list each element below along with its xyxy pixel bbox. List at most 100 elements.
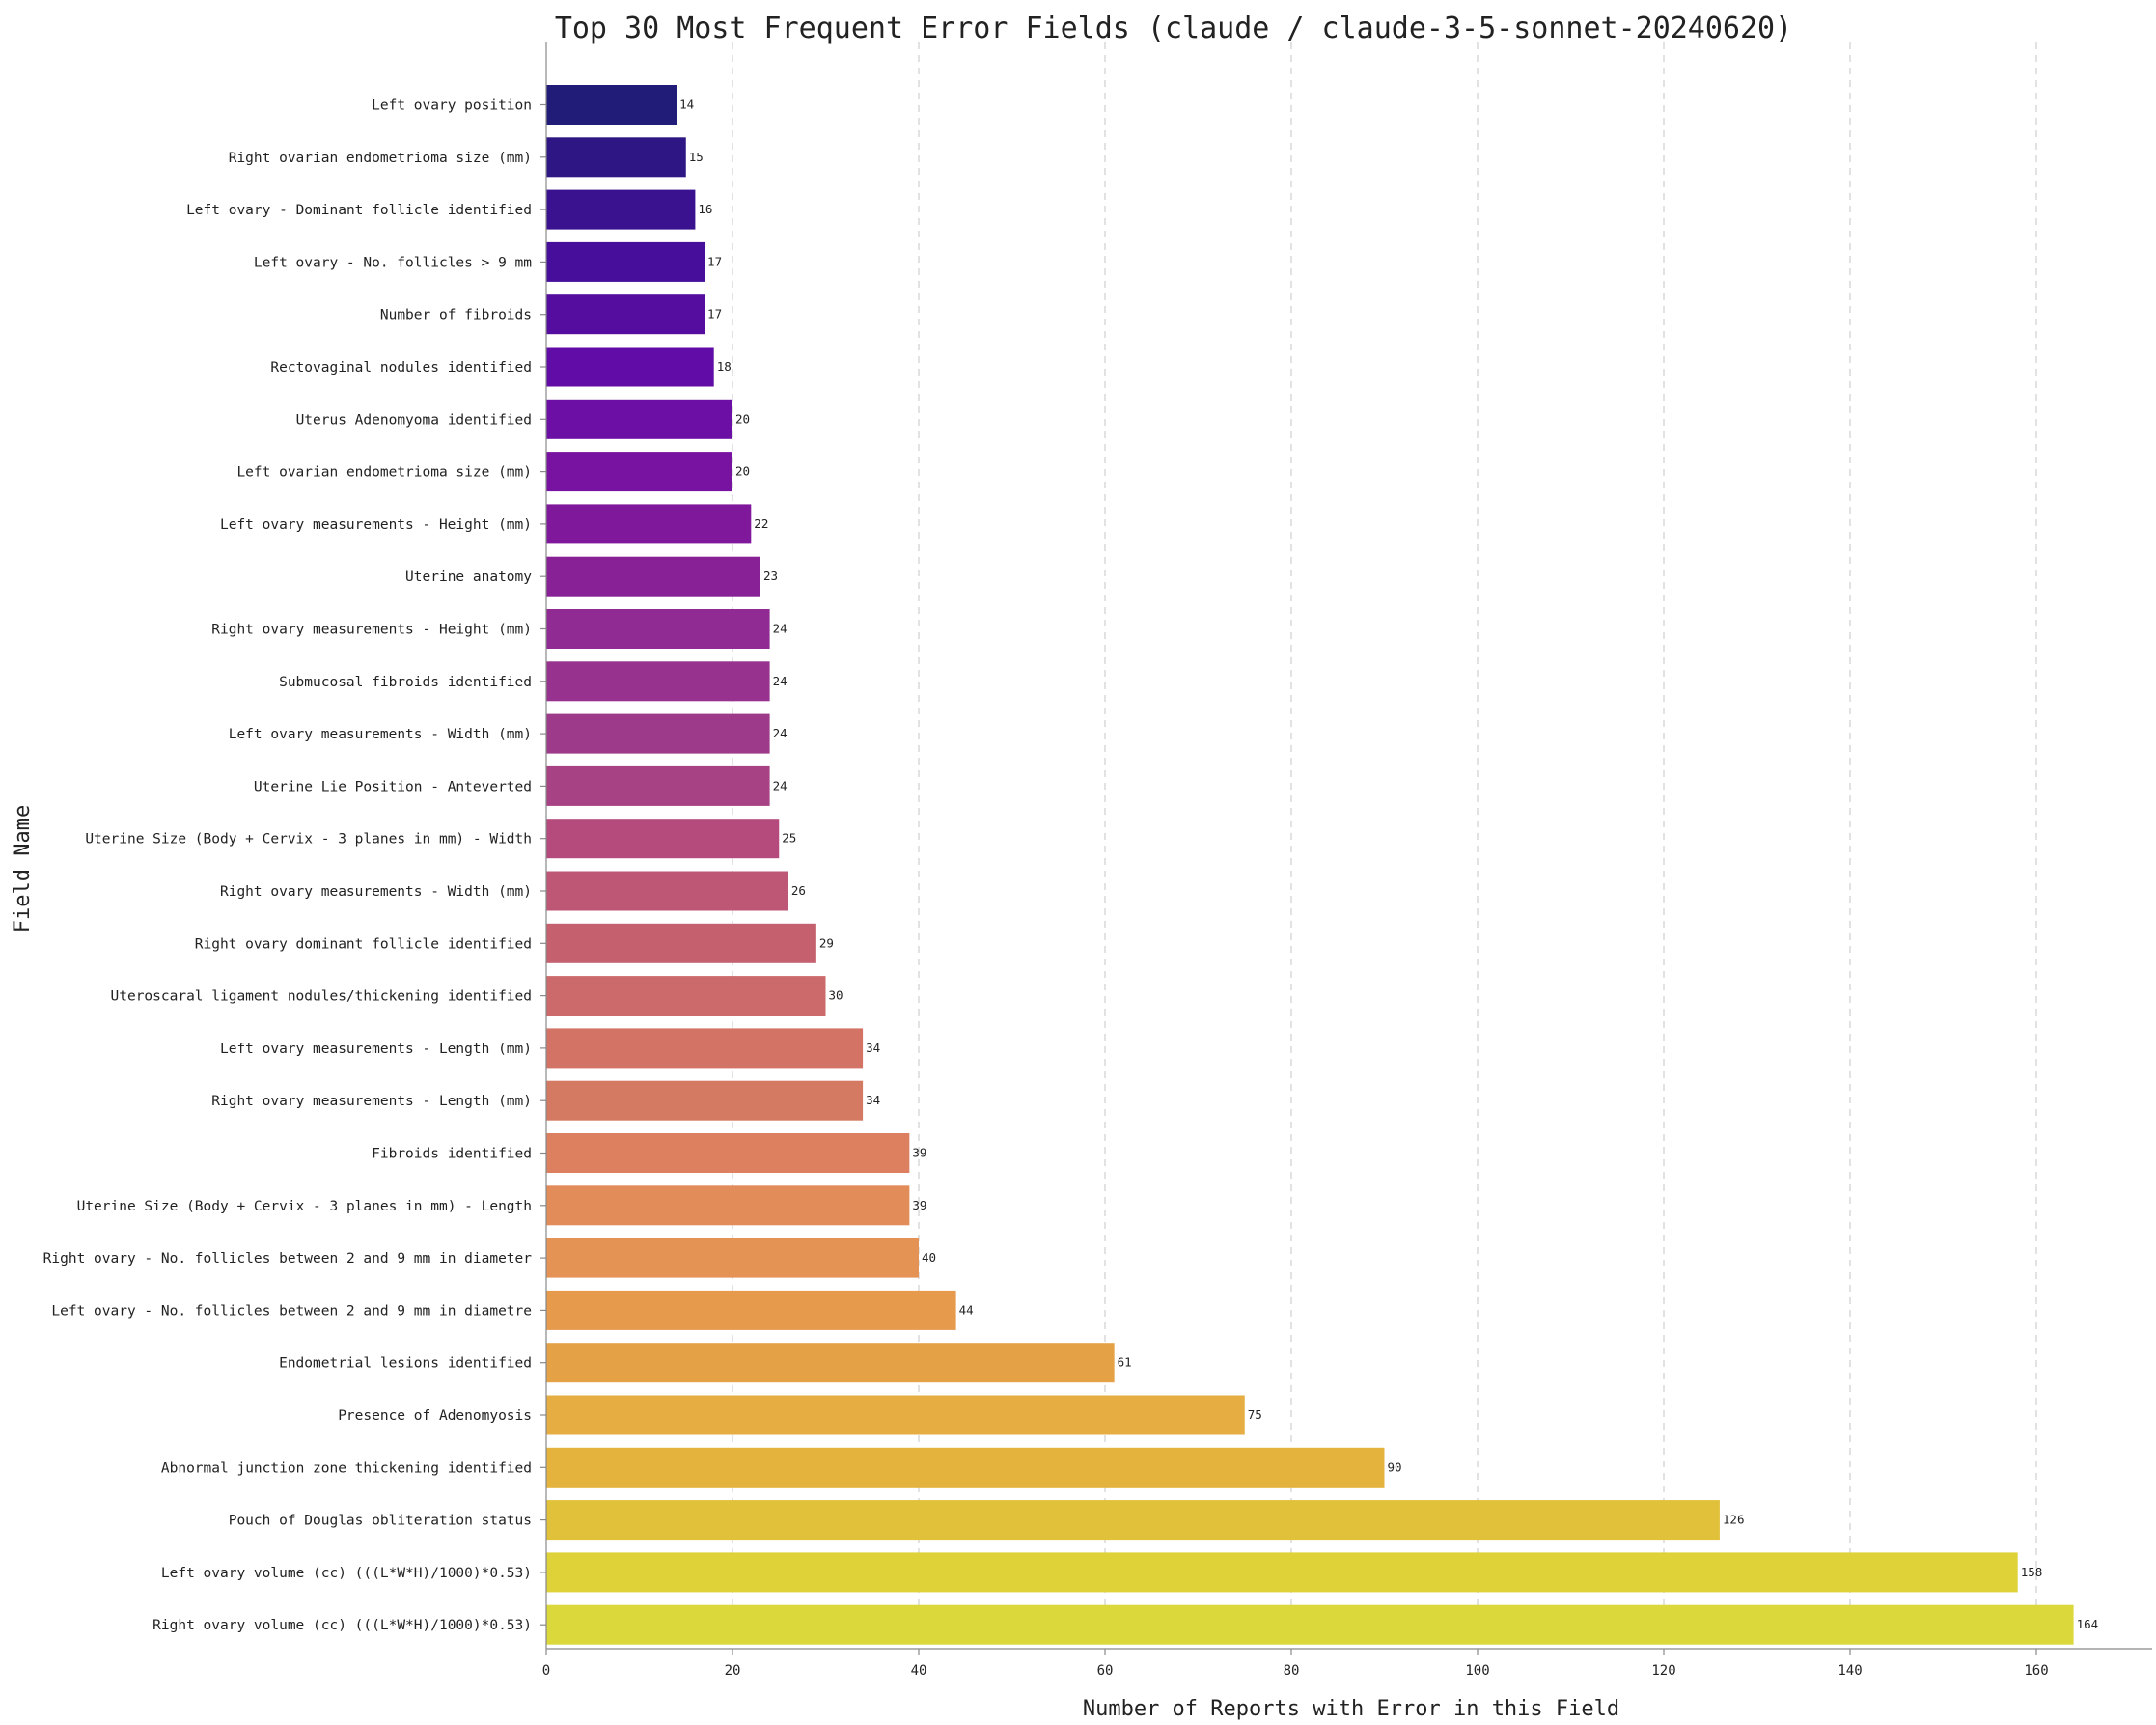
category-label: Left ovary measurements - Height (mm) <box>220 517 532 533</box>
bar <box>546 1500 1720 1541</box>
data-label: 24 <box>773 622 788 636</box>
bar <box>546 1447 1385 1488</box>
data-label: 14 <box>679 97 694 112</box>
bar <box>546 504 752 544</box>
data-label: 23 <box>763 569 778 583</box>
x-axis-label: Number of Reports with Error in this Fie… <box>1083 1697 1619 1721</box>
grid-lines <box>732 42 2037 1649</box>
bar <box>546 661 770 702</box>
data-label: 25 <box>782 831 796 846</box>
bar <box>546 1185 910 1226</box>
data-label: 75 <box>1248 1407 1262 1422</box>
data-label: 30 <box>829 988 843 1003</box>
data-label: 24 <box>773 674 788 688</box>
category-label: Number of fibroids <box>380 308 532 323</box>
category-label: Uterine anatomy <box>405 570 532 585</box>
data-labels: 14 15 16 17 17 18 20 20 22 23 24 24 24 24 25 26 29 30 34 34… <box>679 97 2098 1632</box>
bar <box>546 1552 2018 1593</box>
data-label: 39 <box>912 1146 926 1160</box>
data-label: 15 <box>689 150 704 164</box>
bars <box>546 85 2074 1645</box>
data-label: 22 <box>754 516 768 531</box>
bar <box>546 347 714 387</box>
bar <box>546 85 677 125</box>
category-label: Submucosal fibroids identified <box>279 675 532 690</box>
bar <box>546 923 816 963</box>
x-tick-label: 120 <box>1651 1663 1675 1679</box>
category-label: Right ovary - No. follicles between 2 an… <box>43 1251 533 1266</box>
category-label: Left ovary - No. follicles between 2 and… <box>51 1303 532 1319</box>
bar <box>546 765 770 806</box>
category-label: Uteroscaral ligament nodules/thickening … <box>111 989 533 1005</box>
x-tick-label: 140 <box>1838 1663 1862 1679</box>
bar <box>546 609 770 649</box>
bar <box>546 1604 2074 1645</box>
data-label: 90 <box>1388 1460 1402 1474</box>
x-tick-label: 40 <box>911 1663 927 1679</box>
data-label: 16 <box>698 202 712 216</box>
bar <box>546 189 696 230</box>
bar <box>546 137 686 178</box>
bar <box>546 452 732 492</box>
bar <box>546 871 788 911</box>
category-label: Presence of Adenomyosis <box>338 1408 532 1424</box>
category-label: Uterine Size (Body + Cervix - 3 planes i… <box>85 832 532 848</box>
bar <box>546 1133 910 1173</box>
data-label: 39 <box>912 1198 926 1212</box>
x-tick-label: 80 <box>1284 1663 1300 1679</box>
data-label: 24 <box>773 778 788 793</box>
category-label: Rectovaginal nodules identified <box>270 360 532 376</box>
axes: 0 20 40 60 80 100 120 140 160 <box>540 42 2152 1679</box>
data-label: 20 <box>735 464 750 479</box>
data-label: 29 <box>819 935 834 950</box>
x-tick-label: 60 <box>1097 1663 1114 1679</box>
y-axis-label: Field Name <box>11 805 35 932</box>
bar <box>546 1395 1245 1435</box>
category-label: Right ovary dominant follicle identified <box>195 936 532 952</box>
category-label: Uterine Size (Body + Cervix - 3 planes i… <box>77 1199 532 1214</box>
category-label: Right ovary measurements - Length (mm) <box>211 1094 532 1109</box>
x-tick-label: 0 <box>542 1663 550 1679</box>
category-label: Left ovary - Dominant follicle identifie… <box>186 203 532 218</box>
x-tick-label: 160 <box>2024 1663 2048 1679</box>
data-label: 61 <box>1118 1355 1132 1370</box>
category-label: Fibroids identified <box>372 1147 532 1162</box>
category-label: Left ovary measurements - Length (mm) <box>220 1042 532 1057</box>
category-label: Right ovary volume (cc) (((L*W*H)/1000)*… <box>152 1618 532 1633</box>
data-label: 34 <box>866 1041 880 1055</box>
bar <box>546 1238 919 1278</box>
bar <box>546 294 705 335</box>
category-label: Left ovary measurements - Width (mm) <box>229 727 532 742</box>
x-tick-label: 20 <box>725 1663 741 1679</box>
category-label: Right ovary measurements - Width (mm) <box>220 884 532 900</box>
data-label: 18 <box>717 359 732 374</box>
bar <box>546 1028 864 1069</box>
data-label: 44 <box>959 1302 974 1317</box>
bar <box>546 1080 864 1121</box>
data-label: 26 <box>791 883 806 898</box>
data-label: 34 <box>866 1093 880 1107</box>
bar <box>546 976 826 1016</box>
bar <box>546 1343 1115 1383</box>
data-label: 164 <box>2077 1617 2099 1631</box>
category-label: Right ovary measurements - Height (mm) <box>211 623 532 638</box>
category-label: Right ovarian endometrioma size (mm) <box>229 151 532 166</box>
bar <box>546 399 732 439</box>
category-label: Uterine Lie Position - Anteverted <box>254 779 532 794</box>
data-label: 126 <box>1723 1513 1745 1527</box>
category-label: Endometrial lesions identified <box>279 1356 532 1372</box>
category-label: Left ovary - No. follicles > 9 mm <box>254 255 532 270</box>
category-label: Abnormal junction zone thickening identi… <box>161 1461 532 1476</box>
data-label: 158 <box>2021 1565 2043 1579</box>
data-label: 20 <box>735 411 750 426</box>
category-label: Left ovarian endometrioma size (mm) <box>236 465 532 481</box>
bar <box>546 1290 956 1330</box>
data-label: 17 <box>707 307 722 321</box>
category-labels: Left ovary position Right ovarian endomet… <box>43 98 533 1634</box>
category-label: Pouch of Douglas obliteration status <box>229 1514 532 1529</box>
category-label: Left ovary volume (cc) (((L*W*H)/1000)*0… <box>161 1566 532 1581</box>
bar <box>546 819 780 859</box>
category-label: Left ovary position <box>372 98 532 114</box>
